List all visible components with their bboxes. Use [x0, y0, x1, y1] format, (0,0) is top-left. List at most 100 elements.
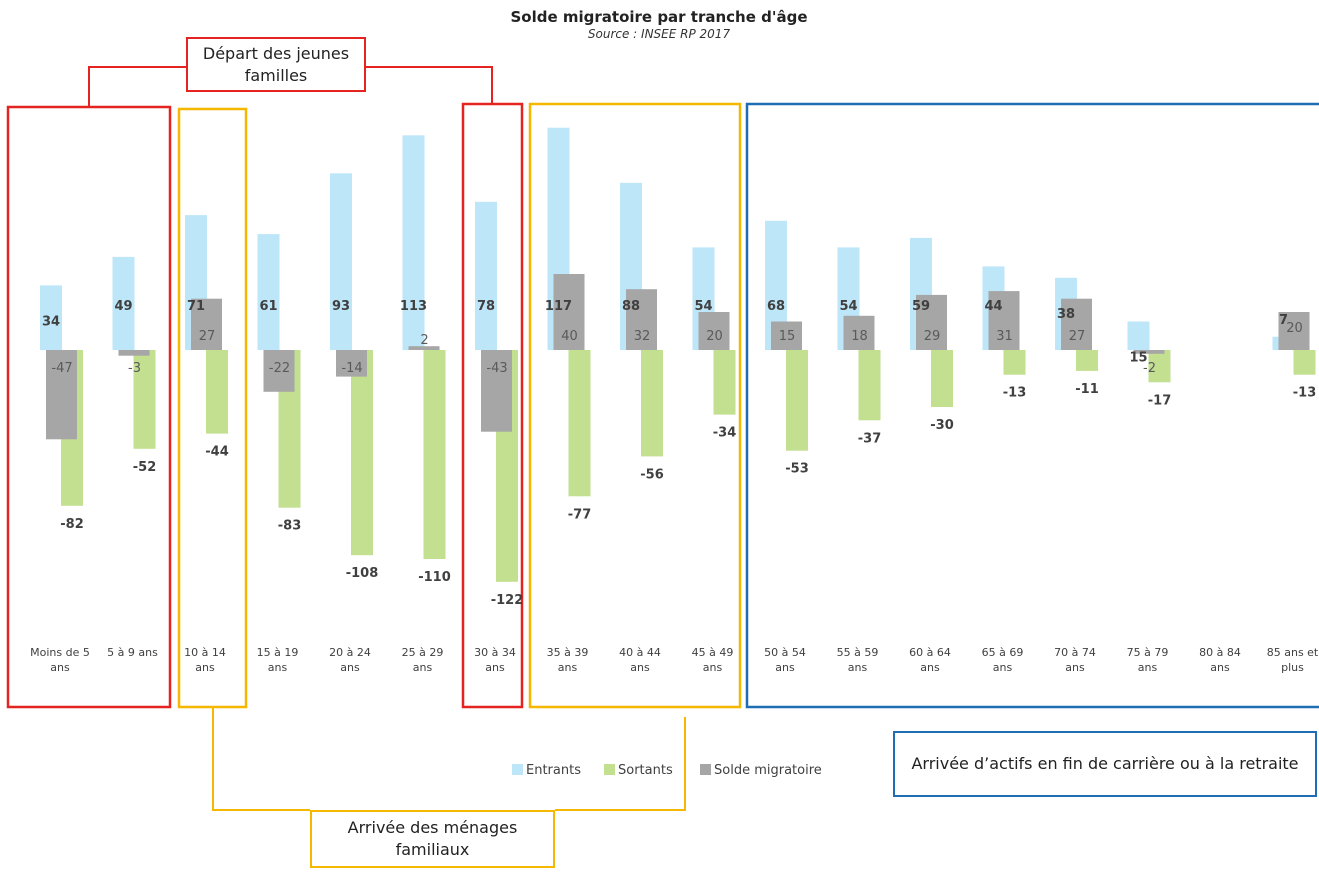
highlight-groups [6, 66, 1319, 811]
label-entrants-13: 44 [984, 299, 1002, 314]
label-entrants-12: 59 [912, 299, 930, 314]
bar-entrants-4 [330, 173, 352, 350]
category-label-12: 60 à 64 ans [909, 646, 951, 674]
chart-subtitle: Source : INSEE RP 2017 [588, 27, 731, 41]
bar-entrants-0 [40, 285, 62, 350]
category-group-4: 93 -108 -14 20 à 24 ans [329, 173, 378, 674]
category-group-5: 113 -110 2 25 à 29 ans [400, 135, 451, 674]
bar-sortants-15 [1148, 350, 1171, 383]
category-label-17: 85 ans et plus [1267, 646, 1319, 674]
bar-sortants-4 [351, 350, 373, 556]
legend-label-0: Entrants [526, 763, 581, 778]
label-solde-7: 40 [561, 329, 578, 344]
bar-solde-5 [408, 346, 440, 350]
legend-label-2: Solde migratoire [714, 763, 822, 778]
category-label-11: 55 à 59 ans [837, 646, 879, 674]
annotation-depart: Départ des jeunes familles [186, 37, 366, 92]
label-solde-15: -2 [1143, 361, 1156, 376]
bar-solde-4 [336, 350, 367, 377]
label-sortants-12: -30 [930, 418, 954, 433]
label-sortants-4: -108 [346, 566, 379, 581]
label-sortants-13: -13 [1003, 386, 1027, 401]
label-sortants-10: -53 [785, 462, 809, 477]
category-group-9: 54 -34 20 45 à 49 ans [692, 247, 736, 674]
bar-solde-15 [1133, 350, 1165, 354]
label-entrants-0: 34 [42, 314, 60, 329]
connector-depart-right [365, 66, 493, 104]
category-group-14: 38 -11 27 70 à 74 ans [1054, 277, 1099, 674]
label-entrants-2: 71 [187, 299, 205, 314]
category-label-1: 5 à 9 ans [107, 646, 158, 659]
chart-title: Solde migratoire par tranche d'âge [511, 8, 808, 26]
label-entrants-17: 7 [1279, 313, 1288, 328]
label-solde-10: 15 [779, 329, 796, 344]
category-label-9: 45 à 49 ans [692, 646, 734, 674]
label-solde-4: -14 [341, 361, 362, 376]
bar-entrants-15 [1127, 321, 1150, 350]
annotation-actifs-text: Arrivée d’actifs en fin de carrière ou à… [911, 754, 1299, 773]
label-sortants-0: -82 [60, 517, 84, 532]
annotation-menages-text: Arrivée des ménages familiaux [347, 818, 518, 859]
category-group-7: 117 -77 40 35 à 39 ans [545, 127, 592, 674]
category-group-16: 80 à 84 ans [1199, 646, 1241, 674]
bar-sortants-8 [641, 350, 663, 457]
category-group-2: 71 -44 27 10 à 14 ans [184, 215, 229, 674]
bar-solde-1 [118, 350, 150, 356]
connector-menages-left [212, 707, 310, 811]
bar-sortants-11 [858, 350, 881, 421]
plot-area: 34 -82 -47 Moins de 5 ans 49 -52 -3 5 à 9 ans 71 -… [30, 127, 1319, 674]
label-sortants-5: -110 [418, 570, 451, 585]
category-label-4: 20 à 24 ans [329, 646, 371, 674]
bar-sortants-12 [931, 350, 953, 407]
category-group-15: 15 -17 -2 75 à 79 ans [1127, 321, 1171, 674]
group-box-actifs [745, 102, 1319, 709]
label-sortants-11: -37 [858, 431, 882, 446]
bar-solde-0 [46, 350, 77, 440]
category-group-10: 68 -53 15 50 à 54 ans [764, 220, 809, 674]
label-entrants-10: 68 [767, 299, 785, 314]
label-sortants-7: -77 [568, 507, 592, 522]
bar-solde-8 [626, 289, 657, 350]
label-sortants-3: -83 [278, 519, 302, 534]
bar-solde-10 [771, 321, 802, 350]
annotation-menages: Arrivée des ménages familiaux [310, 810, 555, 868]
legend: Entrants Sortants Solde migratoire [512, 763, 822, 778]
bar-solde-3 [263, 350, 295, 392]
legend-swatch-1 [604, 764, 615, 775]
label-entrants-5: 113 [400, 299, 427, 314]
bar-solde-9 [698, 312, 730, 350]
bar-sortants-9 [713, 350, 736, 415]
label-solde-5: 2 [420, 333, 428, 348]
label-entrants-8: 88 [622, 299, 640, 314]
bar-solde-14 [1061, 298, 1092, 350]
connector-menages-right [555, 717, 686, 811]
label-sortants-6: -122 [491, 593, 524, 608]
category-group-1: 49 -52 -3 5 à 9 ans [107, 256, 158, 659]
bar-entrants-5 [402, 135, 425, 350]
bar-solde-17 [1278, 312, 1310, 350]
label-entrants-3: 61 [259, 299, 277, 314]
bar-entrants-3 [257, 234, 280, 350]
label-solde-11: 18 [851, 329, 868, 344]
label-entrants-14: 38 [1057, 307, 1075, 322]
label-entrants-15: 15 [1129, 351, 1147, 366]
bar-entrants-1 [112, 256, 135, 350]
category-group-8: 88 -56 32 40 à 44 ans [619, 182, 664, 674]
category-label-14: 70 à 74 ans [1054, 646, 1096, 674]
bar-solde-11 [843, 315, 875, 350]
category-label-13: 65 à 69 ans [982, 646, 1024, 674]
label-solde-13: 31 [996, 329, 1013, 344]
category-label-2: 10 à 14 ans [184, 646, 226, 674]
category-group-3: 61 -83 -22 15 à 19 ans [257, 234, 302, 674]
label-entrants-7: 117 [545, 299, 572, 314]
label-entrants-9: 54 [694, 299, 712, 314]
category-label-16: 80 à 84 ans [1199, 646, 1241, 674]
category-label-5: 25 à 29 ans [402, 646, 444, 674]
label-entrants-4: 93 [332, 299, 350, 314]
bar-solde-6 [481, 350, 512, 432]
label-sortants-17: -13 [1293, 386, 1317, 401]
bar-sortants-14 [1076, 350, 1098, 371]
bar-entrants-10 [765, 220, 787, 350]
label-solde-17: 20 [1286, 321, 1303, 336]
